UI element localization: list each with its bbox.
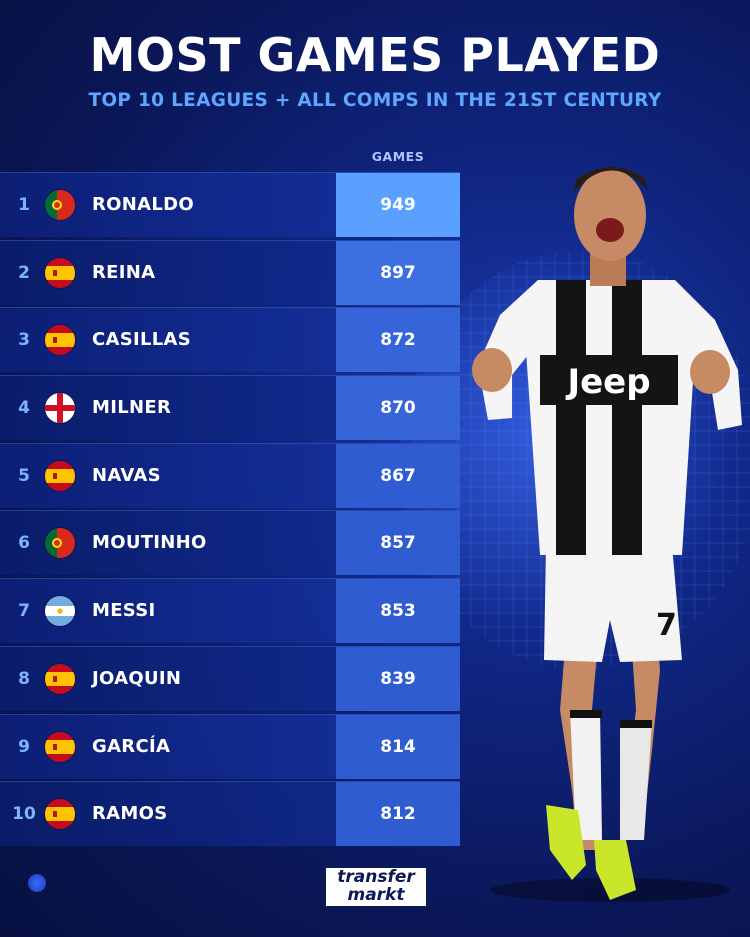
table-row: 5 NAVAS 867: [0, 442, 460, 508]
player-name: RONALDO: [92, 194, 194, 215]
rank-number: 5: [18, 465, 30, 486]
player-name: MILNER: [92, 397, 172, 419]
shorts-number: 7: [656, 608, 677, 643]
games-value: 872: [336, 308, 460, 373]
england-flag-icon: [45, 393, 75, 424]
rank-number: 8: [18, 668, 30, 689]
logo-text-line2: markt: [347, 885, 405, 905]
spain-flag-icon: [45, 731, 75, 762]
player-name: GARCÍA: [92, 735, 171, 757]
games-value: 857: [336, 511, 460, 576]
portugal-flag-icon: [45, 190, 75, 220]
player-name: REINA: [92, 261, 156, 283]
table-row: 2 REINA 897: [0, 239, 460, 305]
table-row: 1 RONALDO 949: [0, 172, 460, 237]
games-column-header: GAMES: [371, 149, 425, 164]
player-name: CASILLAS: [92, 329, 192, 351]
table-row: 4 MILNER 870: [0, 375, 460, 441]
rank-number: 10: [12, 804, 36, 825]
table-row: 7 MESSI 853: [0, 578, 460, 644]
spain-flag-icon: [45, 325, 75, 356]
games-value: 839: [336, 646, 460, 711]
games-value: 897: [336, 240, 460, 305]
rank-number: 1: [18, 195, 30, 215]
player-name: MESSI: [92, 600, 156, 622]
logo-text-line1: transfer: [337, 867, 415, 887]
rank-number: 2: [18, 262, 30, 283]
games-value: 870: [336, 376, 460, 441]
spain-flag-icon: [45, 799, 75, 830]
spain-flag-icon: [45, 460, 75, 491]
games-value: 812: [336, 782, 460, 847]
player-photo: 7 Jeep: [472, 166, 742, 902]
games-value: 867: [336, 443, 460, 508]
spain-flag-icon: [45, 663, 75, 694]
player-name: NAVAS: [92, 464, 161, 486]
games-value: 949: [336, 173, 460, 237]
table-row: 9 GARCÍA 814: [0, 713, 460, 779]
jersey-sponsor: Jeep: [565, 362, 650, 402]
games-value: 853: [336, 579, 460, 644]
rank-number: 9: [18, 736, 30, 757]
portugal-flag-icon: [45, 528, 75, 559]
page-title: MOST GAMES PLAYED: [89, 28, 661, 82]
player-name: RAMOS: [92, 803, 168, 825]
table-row: 6 MOUTINHO 857: [0, 510, 460, 576]
rank-number: 4: [18, 398, 30, 419]
rank-number: 7: [18, 601, 30, 622]
table-row: 8 JOAQUIN 839: [0, 645, 460, 711]
table-row: 3 CASILLAS 872: [0, 307, 460, 373]
player-name: JOAQUIN: [92, 667, 182, 689]
rank-number: 3: [18, 330, 30, 351]
games-value: 814: [336, 714, 460, 779]
rank-number: 6: [18, 533, 30, 554]
ranking-table: 1 RONALDO 949 2 REINA 897 3 CASILLAS 872…: [0, 172, 460, 849]
spain-flag-icon: [45, 257, 75, 288]
table-row: 10 RAMOS 812: [0, 781, 460, 847]
decorative-dot: [28, 874, 46, 892]
player-name: MOUTINHO: [92, 532, 207, 554]
argentina-flag-icon: [45, 596, 75, 627]
page-subtitle: TOP 10 LEAGUES + ALL COMPS IN THE 21ST C…: [88, 90, 662, 111]
transfermarkt-logo: transfer markt: [324, 866, 428, 908]
